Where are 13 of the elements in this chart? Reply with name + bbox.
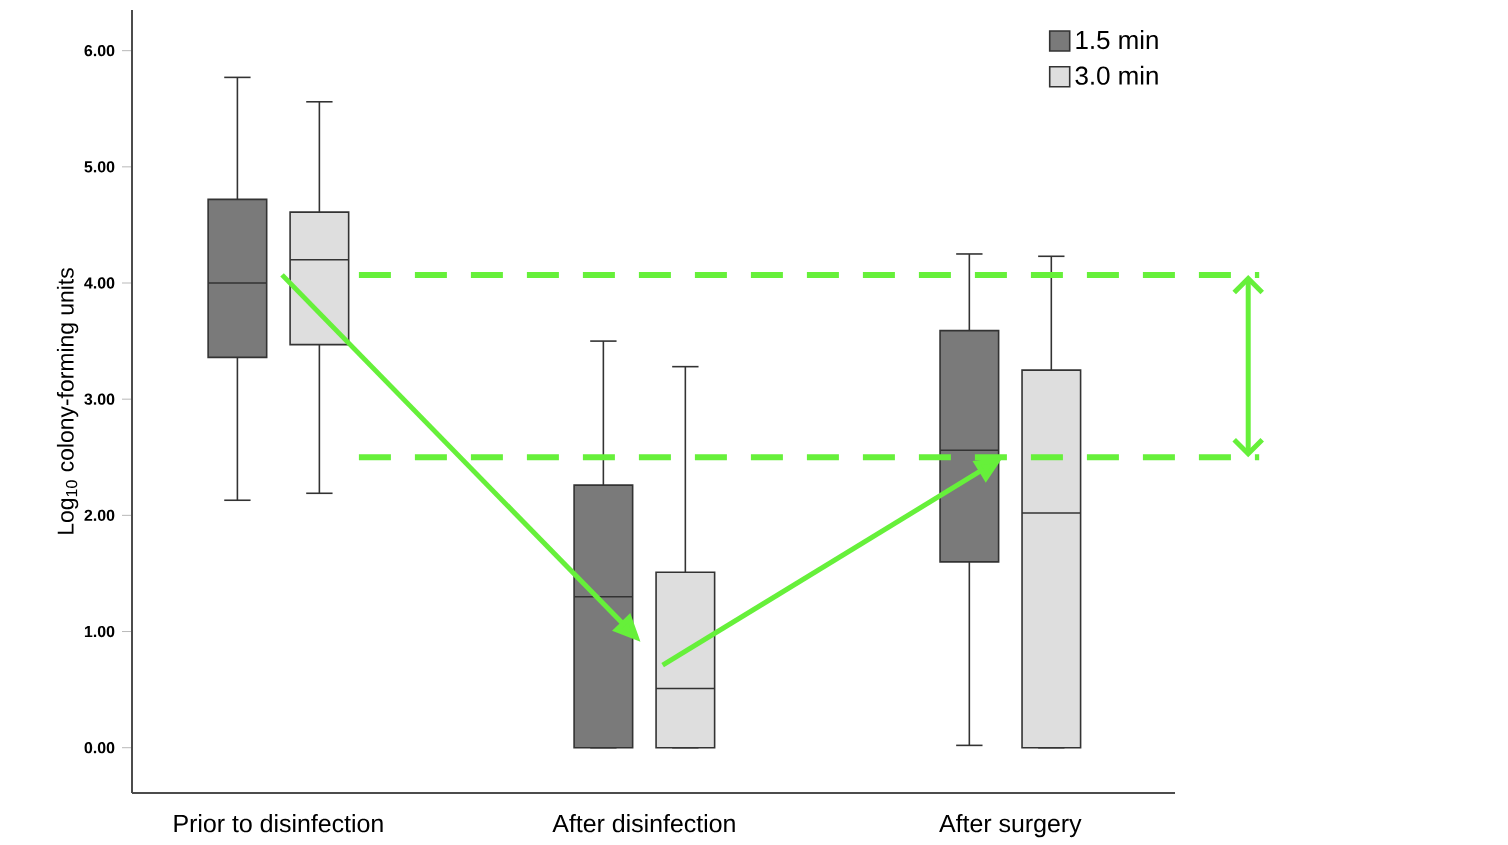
- y-tick-label: 2.00: [84, 509, 115, 521]
- y-axis-title: Log$_{10}$ colony-forming units: [56, 268, 79, 534]
- x-tick-label: After surgery: [939, 814, 1082, 838]
- y-tick-label: 1.00: [84, 625, 115, 638]
- x-tick-label: After disinfection: [552, 814, 735, 833]
- y-tick-label: 0.00: [84, 742, 115, 754]
- x-tick-label: Prior to disinfection: [174, 814, 383, 833]
- y-tick-label: 6.00: [84, 45, 115, 57]
- y-tick-label: 5.00: [84, 161, 115, 173]
- y-tick-label: 4.00: [84, 277, 115, 289]
- legend-label: 3.0 min: [1075, 65, 1158, 85]
- legend-label: 1.5 min: [1076, 30, 1158, 50]
- y-tick-label: 3.00: [84, 393, 115, 405]
